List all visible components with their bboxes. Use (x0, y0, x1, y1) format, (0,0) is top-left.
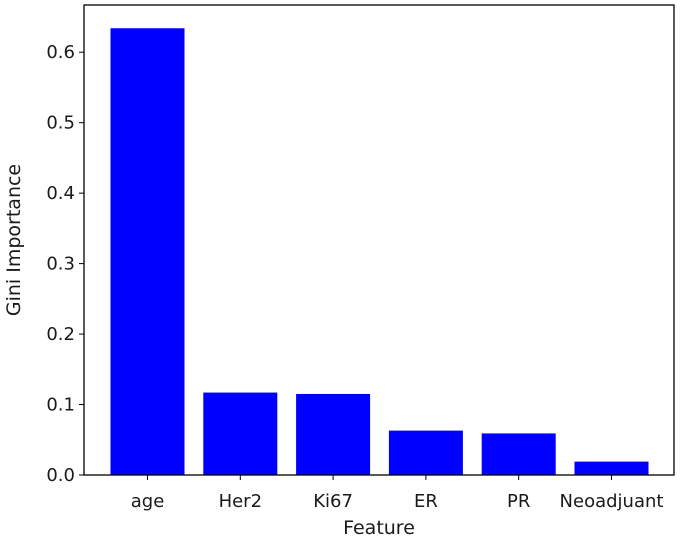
bar-age (110, 28, 185, 475)
y-tick-label: 0.0 (46, 465, 75, 486)
bar-pr (481, 433, 556, 475)
y-tick-label: 0.1 (46, 395, 75, 416)
y-tick-label: 0.2 (46, 324, 75, 345)
x-axis-label: Feature (343, 517, 415, 539)
y-tick-label: 0.5 (46, 113, 75, 134)
y-axis-label: Gini Importance (3, 164, 25, 316)
x-tick-label: Neoadjuant (560, 491, 664, 512)
bar-her2 (203, 392, 278, 475)
bar-neoadjuant (574, 461, 649, 475)
x-tick-label: age (131, 491, 165, 512)
plot-frame (83, 4, 675, 476)
x-tick-label: Her2 (219, 491, 262, 512)
y-tick-label: 0.3 (46, 254, 75, 275)
x-tick-label: ER (414, 491, 438, 512)
x-tick-label: Ki67 (313, 491, 353, 512)
y-axis-ticks: 0.0 0.1 0.2 0.3 0.4 0.5 0.6 (46, 42, 84, 486)
x-tick-label: PR (507, 491, 530, 512)
bar-ki67 (296, 393, 371, 475)
y-tick-label: 0.6 (46, 42, 75, 63)
bars-group (110, 28, 649, 475)
bar-er (388, 430, 463, 475)
x-axis-ticks: age Her2 Ki67 ER PR Neoadjuant (131, 475, 664, 512)
y-tick-label: 0.4 (46, 183, 75, 204)
